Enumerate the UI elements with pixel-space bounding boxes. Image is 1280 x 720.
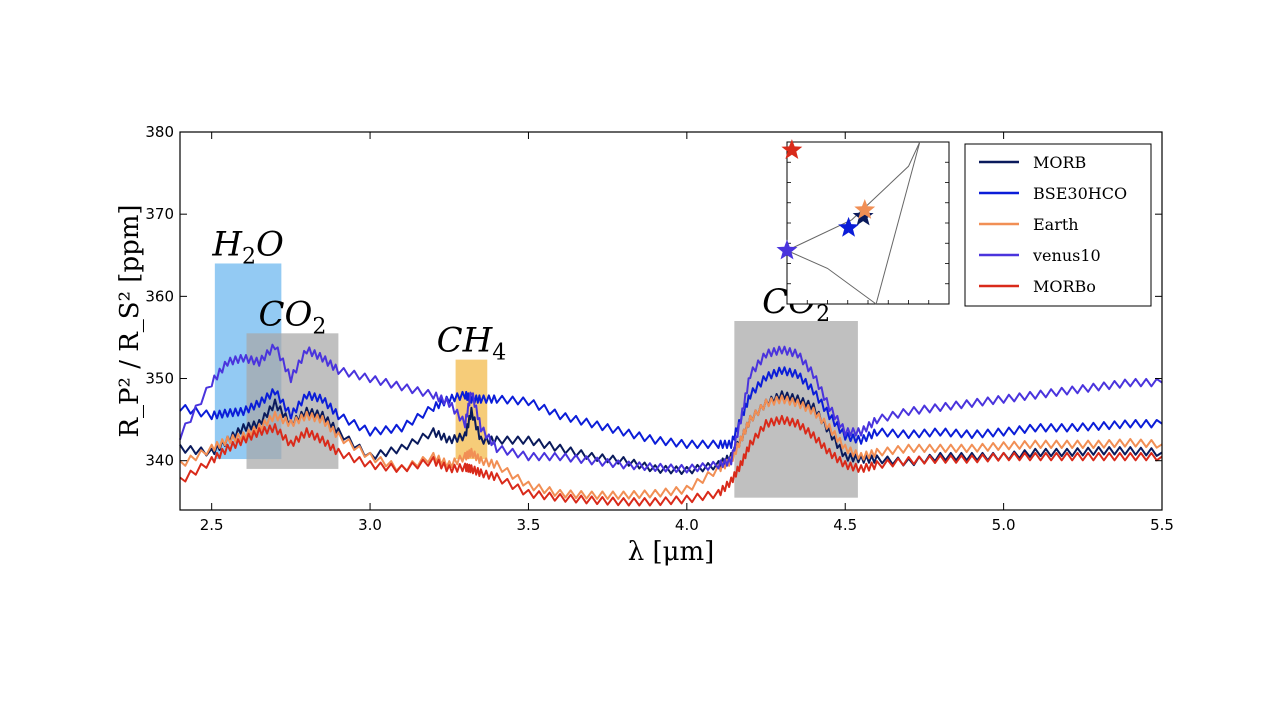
inset-star-venus10 [776,239,798,260]
series-line-MORBo [179,414,1163,507]
absorption-bands: H2OCO2CH4CO2 [211,224,858,498]
series-line-Earth [179,394,1163,500]
x-tick-label: 4.5 [833,516,857,534]
band-label-0: H2O [211,224,284,269]
series-line-venus10 [179,343,1163,474]
inset-panel [776,139,950,305]
x-axis-label: λ [μm] [628,537,715,567]
plot-frame [179,131,1163,511]
legend-label-MORBo: MORBo [1033,277,1096,296]
legend-label-Earth: Earth [1033,215,1079,234]
inset-curve-edge [875,141,921,305]
series-lines [179,343,1163,507]
inset-star-BSE30HCO [838,216,859,237]
inset-star-Earth [854,199,876,219]
x-tick-label: 5.5 [1150,516,1174,534]
legend: MORB BSE30HCO Earth venus10 MORBo [964,143,1152,307]
series-line-MORB [179,390,1163,475]
x-tick-label: 2.5 [200,516,224,534]
y-tick-label: 340 [145,452,174,470]
legend-label-venus10: venus10 [1032,246,1101,265]
legend-label-BSE30HCO: BSE30HCO [1033,184,1127,203]
band-label-1: CO2 [259,294,327,339]
x-tick-label: 5.0 [992,516,1016,534]
y-tick-label: 370 [145,205,174,223]
x-tick-label: 4.0 [675,516,699,534]
legend-label-MORB: MORB [1033,153,1086,172]
inset-curve-upper [786,141,921,251]
x-tick-label: 3.5 [517,516,541,534]
x-tick-label: 3.0 [358,516,382,534]
y-tick-label: 380 [145,123,174,141]
axis-ticks: 2.5 3.0 3.5 4.0 4.5 5.0 5.5 340 350 360 370 380 [145,123,1174,534]
band-label-2: CH4 [437,321,507,366]
y-axis-label: R_P² / R_S² [ppm] [115,204,145,437]
inset-curve-lower [786,250,877,305]
band-3 [734,321,858,498]
y-tick-label: 360 [145,287,174,305]
series-line-BSE30HCO [179,366,1163,449]
y-tick-label: 350 [145,370,174,388]
inset-star-MORBo [781,139,803,159]
